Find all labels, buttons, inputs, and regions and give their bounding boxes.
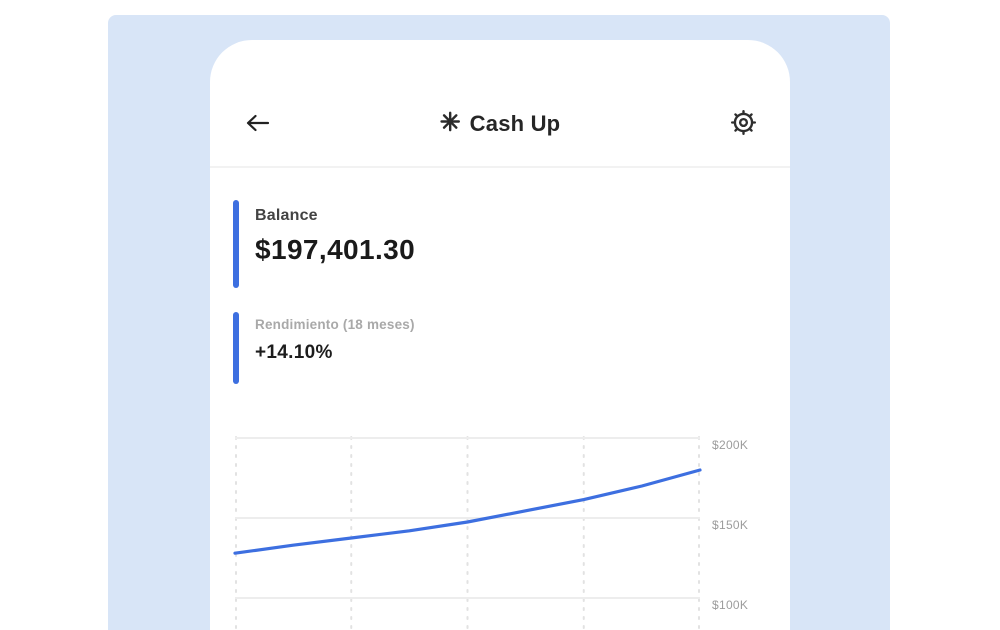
app-title-text: Cash Up bbox=[469, 111, 561, 136]
app-title: Cash Up bbox=[440, 82, 561, 166]
balance-section: Balance $197,401.30 bbox=[233, 200, 415, 288]
back-button[interactable] bbox=[240, 109, 274, 139]
settings-button[interactable] bbox=[726, 109, 760, 139]
y-axis-tick-label: $200K bbox=[712, 438, 749, 452]
balance-text-block: Balance $197,401.30 bbox=[255, 200, 415, 288]
performance-value: +14.10% bbox=[255, 342, 333, 363]
app-panel: Cash Up bbox=[108, 15, 890, 630]
header-divider bbox=[210, 166, 790, 168]
performance-label: Rendimiento (18 meses) bbox=[255, 317, 415, 332]
performance-chart: $200K $150K $100K bbox=[233, 436, 775, 630]
line-chart-plot bbox=[233, 436, 702, 630]
performance-text-block: Rendimiento (18 meses) +14.10% bbox=[255, 312, 415, 384]
y-axis-tick-label: $100K bbox=[712, 598, 749, 612]
performance-accent-bar bbox=[233, 312, 239, 384]
balance-accent-bar bbox=[233, 200, 239, 288]
balance-value: $197,401.30 bbox=[255, 234, 416, 265]
app-header: Cash Up bbox=[210, 40, 790, 166]
gear-icon bbox=[730, 109, 757, 139]
balance-label: Balance bbox=[255, 207, 318, 224]
phone-card: Cash Up bbox=[210, 40, 790, 630]
performance-section: Rendimiento (18 meses) +14.10% bbox=[233, 312, 415, 384]
arrow-left-icon bbox=[244, 112, 271, 137]
logo-asterisk-icon bbox=[440, 111, 461, 137]
y-axis-tick-label: $150K bbox=[712, 518, 749, 532]
